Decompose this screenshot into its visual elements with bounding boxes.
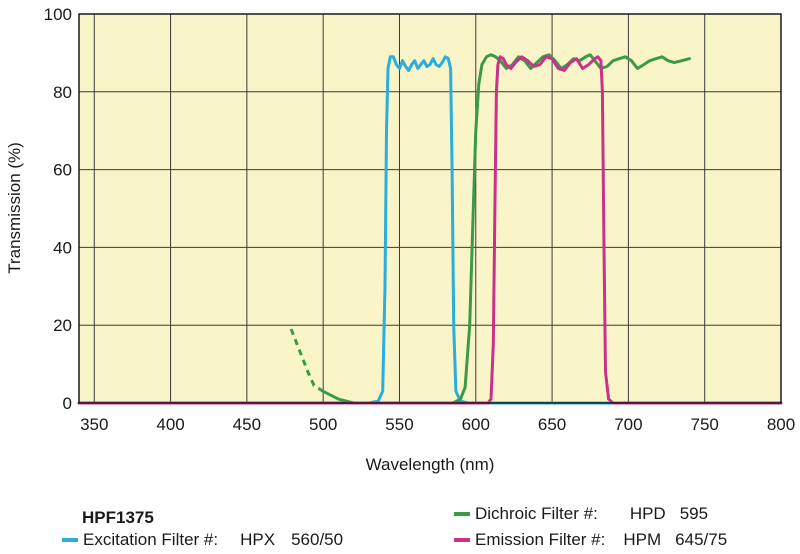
legend-item-emission: Emission Filter #: HPM 645/75 [454, 530, 727, 550]
x-tick-label-450: 450 [233, 415, 261, 434]
legend-spec-dichroic: 595 [679, 504, 709, 523]
x-tick-label-350: 350 [80, 415, 108, 434]
grid-lines [79, 14, 781, 403]
y-tick-label-80: 80 [53, 83, 72, 102]
transmission-chart: 0 20 40 60 80 100 350 400 450 500 550 600 650 700 750… [5, 5, 795, 474]
x-tick-label-550: 550 [385, 415, 413, 434]
y-tick-label-60: 60 [53, 161, 72, 180]
x-tick-label-600: 600 [462, 415, 490, 434]
y-tick-label-20: 20 [53, 316, 72, 335]
x-tick-label-700: 700 [614, 415, 642, 434]
excitation-swatch [62, 538, 78, 542]
dichroic-series-dashed [289, 328, 324, 393]
emission-series-line [77, 55, 783, 405]
legend-item-dichroic: Dichroic Filter #: HPD 595 [454, 504, 708, 524]
x-tick-label-500: 500 [309, 415, 337, 434]
legend-label-excitation: Excitation Filter #: [83, 530, 219, 549]
y-tick-label-100: 100 [44, 5, 72, 24]
legend-title: HPF1375 [82, 508, 154, 527]
legend-code-emission: HPM [623, 530, 662, 549]
legend-spec-excitation: 560/50 [291, 530, 344, 549]
plot-area [79, 14, 781, 403]
legend-label-emission: Emission Filter #: [475, 530, 606, 549]
emission-swatch [454, 538, 470, 542]
y-axis-label: Transmission (%) [5, 142, 24, 274]
series-lines [77, 53, 783, 405]
x-tick-label-400: 400 [156, 415, 184, 434]
legend-spec-emission: 645/75 [675, 530, 728, 549]
legend-label-dichroic: Dichroic Filter #: [475, 504, 598, 523]
x-tick-label-800: 800 [767, 415, 795, 434]
plot-frame [78, 13, 782, 404]
legend-item-excitation: Excitation Filter #: HPX 560/50 [62, 530, 343, 550]
legend-code-excitation: HPX [240, 530, 276, 549]
excitation-series-line [77, 55, 783, 405]
x-tick-label-650: 650 [538, 415, 566, 434]
x-tick-labels: 350 400 450 500 550 600 650 700 750 800 [80, 415, 795, 434]
x-tick-label-750: 750 [691, 415, 719, 434]
x-axis-label: Wavelength (nm) [366, 455, 495, 474]
dichroic-swatch [454, 512, 470, 516]
legend-code-dichroic: HPD [629, 504, 666, 523]
y-tick-labels: 0 20 40 60 80 100 [44, 5, 72, 413]
y-tick-label-0: 0 [63, 394, 72, 413]
y-tick-label-40: 40 [53, 238, 72, 257]
